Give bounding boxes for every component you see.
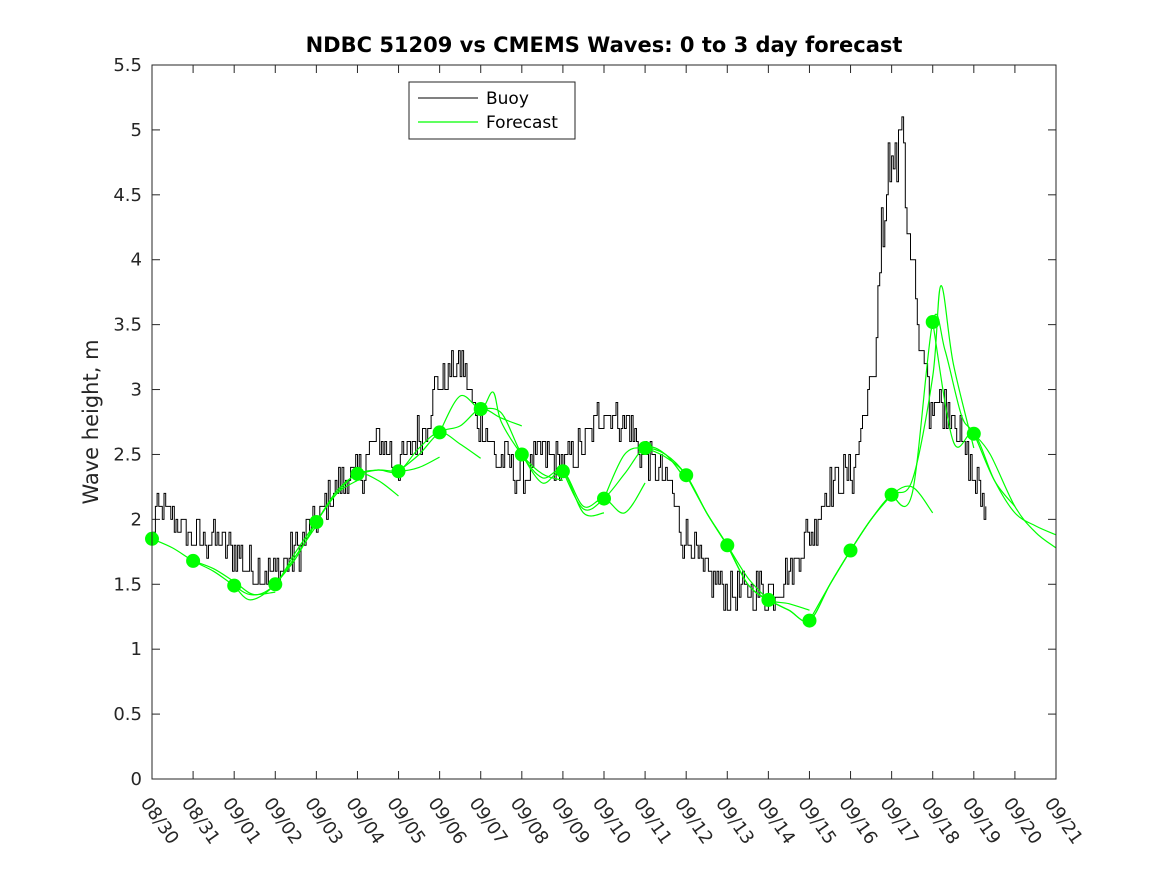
y-tick-label: 0 <box>131 769 142 790</box>
forecast-marker <box>802 613 817 628</box>
forecast-series <box>151 285 1057 623</box>
forecast-marker <box>638 441 653 455</box>
forecast-marker <box>473 402 488 416</box>
y-axis-ticks: 0 0.5 1 1.5 2 2.5 3 3.5 4 4.5 5 5.5 <box>113 55 1056 790</box>
y-tick-label: 3.5 <box>113 315 142 336</box>
forecast-run-line <box>521 454 646 514</box>
legend-forecast-label: Forecast <box>486 113 558 133</box>
y-tick-label: 4 <box>131 250 142 271</box>
y-tick-label: 4.5 <box>113 185 142 206</box>
forecast-run-line <box>850 285 975 551</box>
forecast-run-line <box>932 321 1057 536</box>
forecast-marker <box>350 466 365 481</box>
forecast-marker <box>720 538 735 553</box>
forecast-marker <box>597 491 611 506</box>
legend: Buoy Forecast <box>408 81 576 140</box>
forecast-marker <box>761 592 776 607</box>
forecast-marker <box>925 315 940 329</box>
forecast-marker <box>186 553 201 568</box>
forecast-run-line <box>357 431 482 475</box>
forecast-marker <box>966 426 981 441</box>
legend-buoy-label: Buoy <box>486 89 529 109</box>
y-tick-label: 5.5 <box>113 55 142 76</box>
forecast-run-line <box>151 538 276 596</box>
forecast-markers <box>145 315 981 628</box>
y-tick-label: 2.5 <box>113 444 142 465</box>
legend-box <box>408 81 576 140</box>
forecast-marker <box>432 425 447 440</box>
y-tick-label: 1 <box>131 639 142 660</box>
forecast-marker <box>679 468 694 483</box>
forecast-marker <box>227 578 242 593</box>
forecast-marker <box>884 487 899 502</box>
y-tick-label: 0.5 <box>113 704 142 725</box>
forecast-marker <box>514 447 529 462</box>
forecast-marker <box>555 464 570 479</box>
forecast-run-line <box>274 472 399 585</box>
y-tick-label: 5 <box>131 120 142 141</box>
forecast-run-line <box>480 407 605 517</box>
y-tick-label: 3 <box>131 380 142 401</box>
forecast-marker <box>309 515 324 529</box>
forecast-run-line <box>398 408 523 472</box>
forecast-marker <box>391 464 406 479</box>
forecast-marker <box>268 577 283 592</box>
forecast-marker <box>843 543 858 558</box>
forecast-run-line <box>891 313 1016 508</box>
forecast-run-line <box>439 391 564 481</box>
buoy-line <box>152 116 987 611</box>
y-tick-label: 1.5 <box>113 574 142 595</box>
forecast-run-line <box>973 433 1057 549</box>
plot-frame <box>151 64 1057 780</box>
y-axis-label: Wave height, m <box>79 339 103 504</box>
y-tick-label: 2 <box>131 509 142 530</box>
chart-title: NDBC 51209 vs CMEMS Waves: 0 to 3 day fo… <box>306 33 903 57</box>
buoy-series <box>152 116 987 611</box>
forecast-run-line <box>192 525 317 596</box>
